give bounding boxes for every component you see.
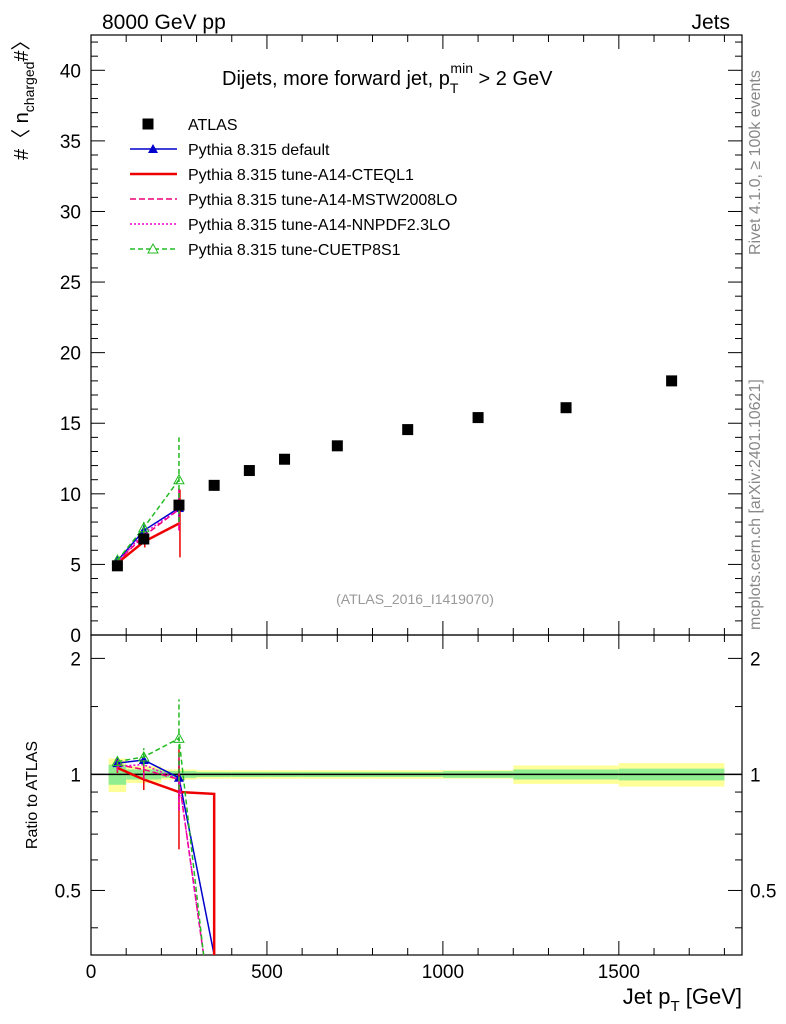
ratio-tick-label-left: 0.5	[55, 881, 81, 902]
legend-marker-data	[142, 118, 154, 130]
legend: ATLAS Pythia 8.315 default Pythia 8.315 tu…	[130, 117, 457, 259]
y-tick-label: 30	[60, 202, 81, 223]
ratio-content	[111, 699, 216, 956]
legend-label: Pythia 8.315 default	[188, 142, 330, 159]
data-point	[208, 479, 220, 491]
legend-label-data: ATLAS	[188, 117, 238, 134]
axes: 0 500 1000 1500 0 5 10 15 20 25 30 35 40 0.5 0.5 1 1 2 2	[55, 35, 776, 983]
legend-label: Pythia 8.315 tune-A14-NNPDF2.3LO	[188, 217, 450, 234]
ratio-tick-label-right: 1	[750, 765, 761, 786]
plot-title-main: Dijets, more forward jet, p	[222, 68, 450, 90]
y-label-rest: #〉	[11, 30, 33, 61]
legend-marker	[147, 242, 159, 254]
data-point	[279, 453, 291, 465]
y-tick-label: 0	[70, 626, 81, 647]
legend-marker	[148, 144, 158, 153]
plot-title-sub: T	[450, 80, 459, 96]
y-tick-label: 25	[60, 273, 81, 294]
legend-label: Pythia 8.315 tune-CUETP8S1	[188, 242, 401, 259]
ratio-series-marker	[137, 750, 150, 762]
data-point	[402, 424, 414, 436]
analysis-label: (ATLAS_2016_I1419070)	[336, 591, 494, 607]
plot-title: Dijets, more forward jet, pTmin > 2 GeV	[222, 60, 553, 96]
mcplots-label: mcplots.cern.ch [arXiv:2401.10621]	[747, 379, 764, 630]
y-tick-label: 10	[60, 485, 81, 506]
ratio-series-line	[117, 763, 205, 956]
ratio-tick-label-right: 0.5	[750, 881, 776, 902]
x-label-sub: T	[670, 998, 679, 1015]
data-point	[243, 465, 255, 477]
main-content	[111, 375, 678, 572]
header-right: Jets	[691, 11, 730, 34]
series-line	[116, 508, 180, 563]
plot-title-sup: min	[450, 60, 473, 76]
y-tick-label: 40	[60, 61, 81, 82]
data-point	[173, 499, 185, 511]
x-label-rest: [GeV]	[680, 984, 742, 1009]
series-line	[116, 479, 180, 561]
data-point	[331, 440, 343, 452]
y-axis-label: #〈 ncharged#〉	[11, 30, 37, 160]
series-marker	[173, 473, 185, 485]
ratio-tick-label-right: 2	[750, 649, 761, 670]
y-tick-label: 15	[60, 414, 81, 435]
x-axis-label: Jet pT [GeV]	[623, 984, 742, 1015]
series-marker	[137, 521, 150, 533]
x-tick-label: 1500	[598, 962, 640, 983]
ratio-plot-frame	[90, 634, 743, 956]
x-tick-label: 1000	[422, 962, 464, 983]
ratio-series-marker	[173, 732, 185, 743]
x-tick-label: 0	[86, 962, 97, 983]
header-left: 8000 GeV pp	[102, 11, 226, 34]
ratio-series-marker	[138, 754, 149, 764]
legend-label: Pythia 8.315 tune-A14-CTEQL1	[188, 167, 414, 184]
ratio-bands	[91, 758, 742, 793]
ratio-tick-label-left: 1	[70, 765, 81, 786]
ratio-series-line	[117, 763, 205, 956]
x-label-main: Jet p	[623, 984, 671, 1009]
y-label-main: #〈 n	[11, 112, 33, 160]
y-label-sub: charged	[21, 62, 37, 113]
rivet-label: Rivet 4.1.0, ≥ 100k events	[747, 70, 764, 255]
data-point	[472, 412, 484, 424]
y-tick-label: 35	[60, 132, 81, 153]
data-point	[560, 402, 572, 414]
ratio-series-marker	[111, 755, 124, 767]
ratio-y-axis-label: Ratio to ATLAS	[24, 741, 41, 849]
legend-label: Pythia 8.315 tune-A14-MSTW2008LO	[188, 192, 457, 209]
ratio-tick-label-left: 2	[70, 649, 81, 670]
data-point	[111, 560, 123, 572]
data-point	[138, 533, 150, 545]
x-tick-label: 500	[251, 962, 283, 983]
y-tick-label: 5	[70, 555, 81, 576]
y-tick-label: 20	[60, 344, 81, 365]
ratio-series-line	[117, 759, 215, 956]
data-point	[666, 375, 678, 387]
plot-title-rest: > 2 GeV	[473, 68, 553, 90]
